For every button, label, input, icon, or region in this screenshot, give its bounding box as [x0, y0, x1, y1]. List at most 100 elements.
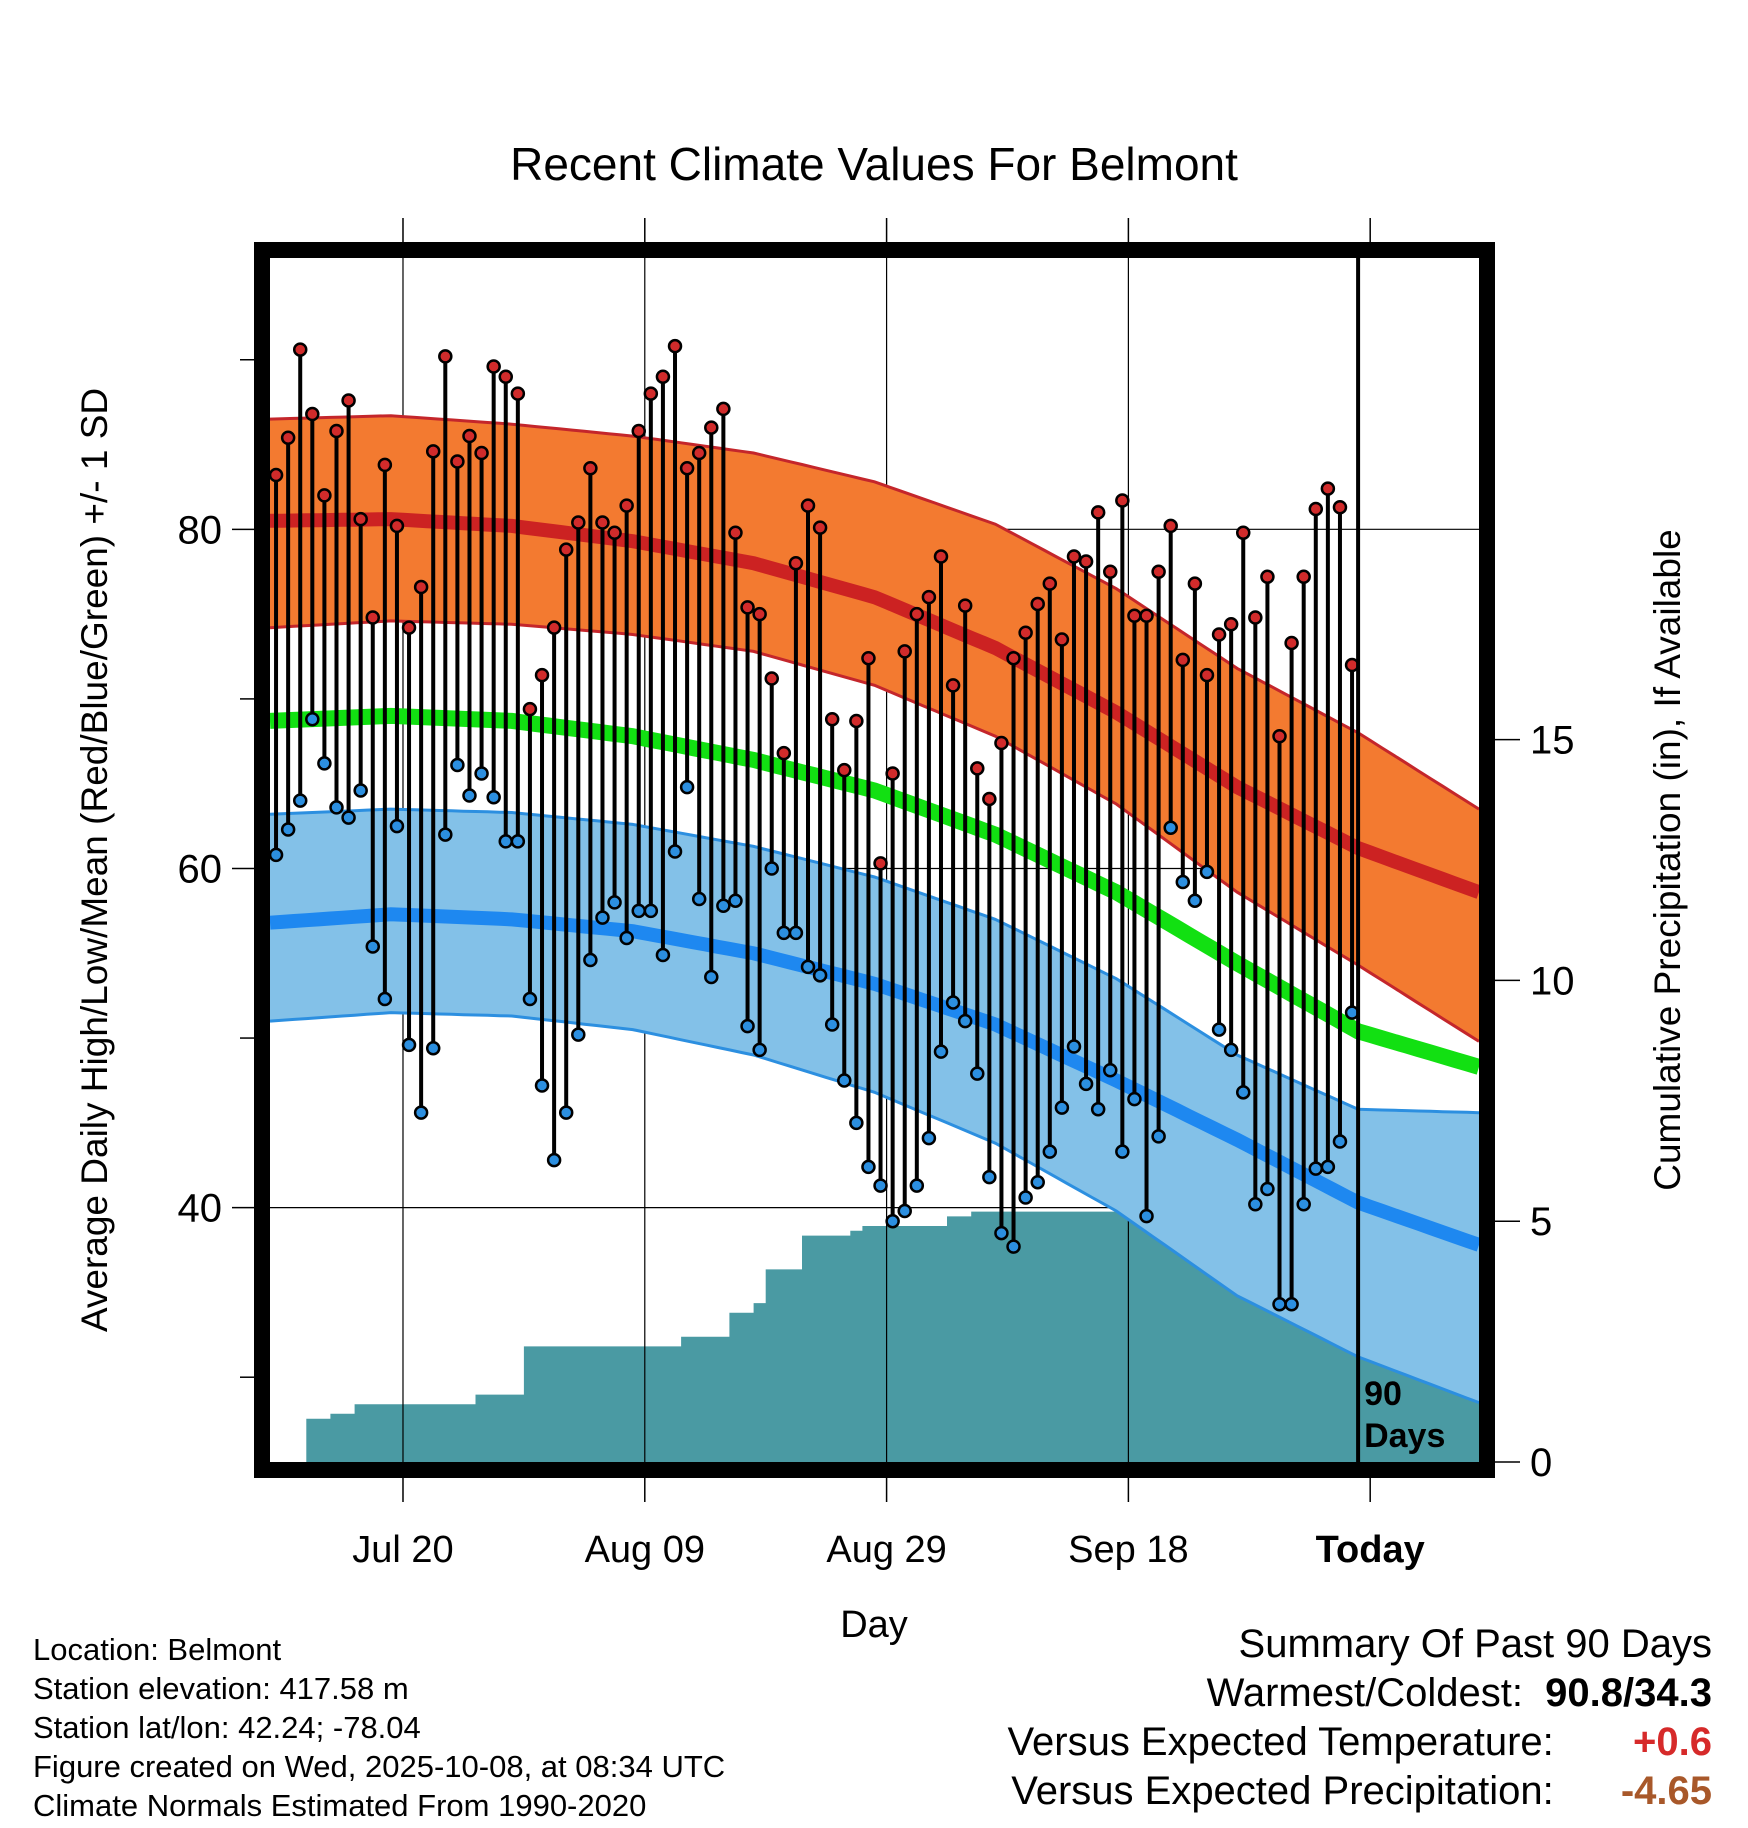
daily-low-point: [1018, 1190, 1033, 1205]
daily-low-point: [341, 810, 356, 825]
daily-high-point: [450, 454, 465, 469]
temperature-anomaly-value: +0.6: [1633, 1720, 1712, 1764]
daily-high-point: [970, 761, 985, 776]
warmest-coldest-label: Warmest/Coldest:: [1206, 1671, 1523, 1715]
precipitation-anomaly-label: Versus Expected Precipitation:: [1011, 1769, 1554, 1813]
daily-high-point: [861, 650, 876, 666]
daily-low-point: [1078, 1076, 1094, 1092]
daily-high-point: [462, 428, 477, 444]
daily-high-point: [280, 430, 296, 446]
daily-low-point: [365, 939, 381, 954]
daily-low-point: [812, 968, 828, 983]
y-tick-label: 40: [178, 1187, 223, 1231]
temperature-anomaly-row: Versus Expected Temperature: +0.6: [1008, 1718, 1712, 1767]
daily-low-point: [1006, 1239, 1021, 1254]
daily-low-point: [401, 1037, 417, 1053]
daily-high-point: [413, 579, 429, 595]
daily-low-point: [450, 757, 465, 773]
daily-low-point: [1103, 1063, 1118, 1078]
daily-high-point: [1332, 500, 1348, 515]
temperature-anomaly-label: Versus Expected Temperature:: [1007, 1720, 1554, 1764]
daily-high-point: [1103, 564, 1118, 579]
daily-high-point: [1320, 481, 1336, 496]
daily-low-point: [280, 822, 296, 837]
y-tick-label: 80: [178, 508, 223, 552]
daily-low-point: [740, 1018, 755, 1034]
daily-high-point: [353, 511, 368, 527]
daily-low-point: [631, 903, 646, 919]
daily-low-point: [522, 991, 538, 1007]
daily-high-point: [1078, 554, 1094, 569]
daily-low-point: [474, 766, 489, 781]
daily-high-point: [571, 515, 586, 530]
daily-high-point: [764, 671, 779, 686]
daily-high-point: [329, 423, 344, 439]
daily-high-point: [389, 518, 405, 534]
elevation-text: Station elevation: 417.58 m: [33, 1671, 409, 1706]
daily-high-point: [704, 420, 719, 435]
daily-high-point: [317, 488, 332, 503]
daily-high-point: [1272, 728, 1287, 744]
daily-low-point: [994, 1225, 1009, 1241]
daily-high-point: [1199, 667, 1215, 683]
daily-low-point: [776, 925, 792, 941]
created-text: Figure created on Wed, 2025-10-08, at 08…: [33, 1749, 726, 1784]
daily-high-point: [728, 525, 743, 540]
daily-low-point: [292, 793, 308, 808]
daily-low-point: [329, 800, 344, 815]
low-sd-band: [270, 809, 1479, 1403]
daily-low-point: [752, 1042, 767, 1058]
daily-low-point: [1090, 1102, 1106, 1117]
y2-tick-label: 15: [1530, 719, 1575, 763]
daily-low-point: [571, 1027, 586, 1042]
daily-low-point: [873, 1178, 888, 1193]
daily-high-point: [1115, 493, 1130, 508]
daily-low-point: [897, 1203, 912, 1219]
y-axis-label: Average Daily High/Low/Mean (Red/Blue/Gr…: [74, 388, 115, 1332]
y2-axis-label: Cumulative Precipitation (in), If Availa…: [1647, 529, 1688, 1191]
summary-heading: Summary Of Past 90 Days: [1238, 1622, 1712, 1666]
daily-low-point: [607, 895, 622, 910]
daily-high-point: [982, 791, 997, 807]
daily-low-point: [583, 952, 598, 968]
precipitation-anomaly-row: Versus Expected Precipitation: -4.65: [1008, 1767, 1712, 1816]
daily-low-point: [957, 1013, 973, 1029]
x-axis-label: Day: [840, 1604, 908, 1646]
daily-low-point: [667, 844, 683, 859]
daily-low-point: [861, 1159, 876, 1175]
daily-low-point: [909, 1178, 925, 1193]
daily-high-point: [546, 620, 562, 635]
daily-low-point: [1163, 820, 1178, 836]
daily-high-point: [1284, 635, 1299, 651]
daily-high-point: [933, 549, 949, 564]
daily-high-point: [1127, 608, 1142, 624]
daily-high-point: [1018, 625, 1033, 641]
x-tick-label: Today: [1316, 1529, 1425, 1571]
daily-high-point: [595, 515, 610, 530]
daily-low-point: [353, 783, 368, 798]
daily-high-point: [1163, 518, 1178, 534]
daily-low-point: [425, 1040, 441, 1056]
daily-high-point: [607, 525, 622, 540]
daily-high-point: [292, 342, 308, 357]
daily-high-point: [1006, 650, 1021, 666]
daily-low-point: [1175, 874, 1191, 890]
daily-high-point: [510, 386, 526, 401]
daily-low-point: [486, 790, 501, 805]
daily-high-point: [897, 644, 912, 659]
daily-high-point: [558, 542, 574, 557]
daily-high-point: [1151, 564, 1166, 579]
today-label-days-count: 90: [1364, 1375, 1402, 1413]
daily-high-point: [1248, 610, 1263, 625]
daily-low-point: [1030, 1174, 1045, 1190]
daily-low-point: [1042, 1144, 1058, 1159]
x-tick-label: Aug 29: [826, 1529, 946, 1571]
daily-high-point: [873, 856, 888, 871]
daily-high-point: [909, 606, 925, 622]
daily-low-point: [546, 1152, 562, 1168]
daily-low-point: [498, 834, 514, 849]
plot-area: [268, 258, 1482, 1462]
daily-high-point: [716, 401, 731, 417]
y2-tick-label: 5: [1530, 1200, 1552, 1244]
daily-low-point: [970, 1066, 985, 1081]
